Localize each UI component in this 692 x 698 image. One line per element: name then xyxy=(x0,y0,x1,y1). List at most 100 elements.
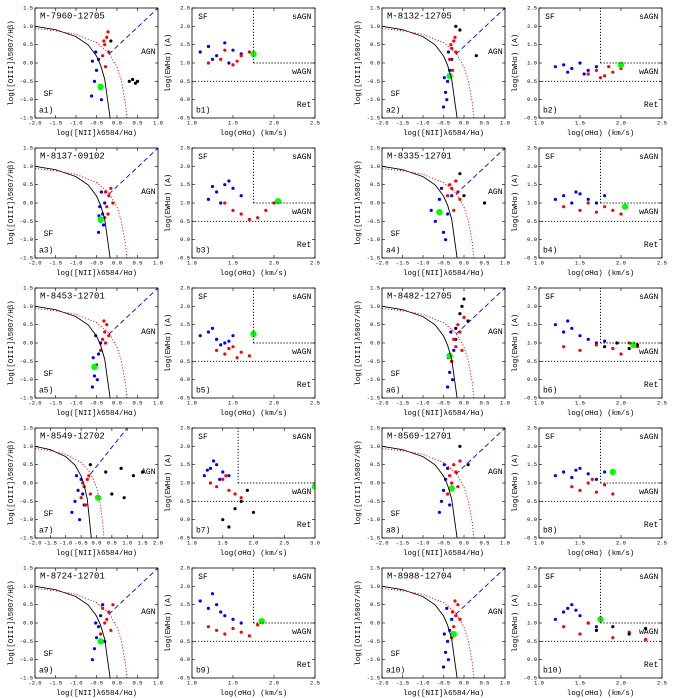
point xyxy=(466,463,470,467)
y-tick-label: 0.5 xyxy=(370,461,380,468)
y-tick-label: 0.0 xyxy=(180,376,190,383)
point xyxy=(627,346,631,351)
point xyxy=(210,326,215,330)
panel: -2.0 -1.5 -1.0 -0.5 0.0 0.5 1.0-1.5-1.0-0.50.0… xyxy=(355,4,510,138)
annotation: wAGN xyxy=(292,348,311,357)
panel-label: a4) xyxy=(386,246,400,255)
annotation: AGN xyxy=(488,188,503,197)
point xyxy=(615,341,619,345)
y-tick-label: 2.5 xyxy=(527,4,537,11)
point xyxy=(95,378,99,382)
point xyxy=(566,606,570,610)
annotation: Ret xyxy=(297,101,311,110)
y-tick-label: -1.0 xyxy=(367,516,380,523)
y-axis-title: log([OIII]λ5007/Hβ) xyxy=(8,440,16,526)
y-tick-label: 0.5 xyxy=(370,41,380,48)
x-tick-label: 2.0 xyxy=(269,399,279,406)
y-tick-label: 1.0 xyxy=(23,163,33,170)
panel: 1.0 1.5 2.0 2.5 -0.5 0.0 0.5 1.0 1.5 2.0 2.5 SF sAGN… xyxy=(165,144,320,278)
x-tick-label: 0.0 xyxy=(459,679,469,686)
x-tick-label: -1.5 xyxy=(49,259,62,266)
plot-area xyxy=(382,568,505,678)
y-axis-title: log([OIII]λ5007/Hβ) xyxy=(355,440,363,526)
plot-area xyxy=(192,428,315,529)
x-tick-label: 0.0 xyxy=(112,259,122,266)
point xyxy=(594,68,599,72)
x-tick-label: 1.0 xyxy=(187,539,197,546)
point xyxy=(441,230,446,234)
y-tick-label: 1.0 xyxy=(527,59,537,66)
point xyxy=(239,54,243,58)
annotation: Ret xyxy=(297,381,311,390)
point xyxy=(448,370,452,374)
point xyxy=(574,190,578,194)
annotation: SF xyxy=(44,370,54,379)
x-tick-label: -0.5 xyxy=(437,679,450,686)
y-tick-label: -1.5 xyxy=(367,394,380,401)
point xyxy=(90,59,94,63)
point xyxy=(562,610,566,614)
highlight-point xyxy=(94,494,102,501)
point xyxy=(446,79,450,83)
point xyxy=(223,614,227,618)
point xyxy=(231,334,235,338)
x-axis-title: log(σHα) (km/s) xyxy=(220,270,288,278)
point xyxy=(443,90,448,94)
point xyxy=(450,194,454,198)
point xyxy=(566,70,570,74)
y-tick-label: -1.0 xyxy=(367,96,380,103)
y-axis-title: log([OIII]λ5007/Hβ) xyxy=(355,580,363,666)
point xyxy=(611,346,615,351)
point xyxy=(578,614,582,618)
x-tick-label: 2.0 xyxy=(249,539,259,546)
x-tick-label: 2.5 xyxy=(657,119,667,126)
point xyxy=(224,474,228,478)
panel: 1.0 1.5 2.0 2.5 -0.5 0.0 0.5 1.0 1.5 2.0 2.5 SF sAGN… xyxy=(165,564,320,698)
point xyxy=(448,474,452,478)
annotation: sAGN xyxy=(639,13,658,22)
x-axis-title: log([NII]λ6584/Hα) xyxy=(56,690,137,698)
point xyxy=(437,510,441,514)
x-tick-label: 1.5 xyxy=(228,679,238,686)
plot-area xyxy=(539,148,662,222)
x-tick-label: -1.0 xyxy=(69,399,82,406)
point xyxy=(586,197,590,201)
point xyxy=(611,208,615,212)
point xyxy=(462,194,466,198)
y-tick-label: 0.0 xyxy=(370,59,380,66)
x-tick-label: 0.0 xyxy=(459,399,469,406)
x-tick-label: -0.5 xyxy=(90,399,103,406)
panel-label: b1) xyxy=(196,106,210,115)
point xyxy=(452,39,456,43)
point xyxy=(239,630,243,634)
point xyxy=(90,385,94,389)
y-tick-label: 1.5 xyxy=(527,461,537,468)
y-tick-label: 2.5 xyxy=(527,284,537,291)
y-axis-title: log(EWHα) (A) xyxy=(165,34,173,93)
y-tick-label: -0.5 xyxy=(177,114,190,121)
y-tick-label: -0.5 xyxy=(20,638,33,645)
panel-title: M-8482-12705 xyxy=(387,291,452,301)
point xyxy=(562,470,566,474)
y-tick-label: 2.5 xyxy=(180,284,190,291)
axes-frame xyxy=(381,7,506,119)
panel-label: b6) xyxy=(543,386,557,395)
point xyxy=(103,65,108,69)
x-tick-label: 1.0 xyxy=(187,679,197,686)
plot-area xyxy=(192,148,315,222)
point xyxy=(460,304,464,308)
y-tick-label: -1.0 xyxy=(367,656,380,663)
reference-line xyxy=(108,568,158,615)
x-tick-label: 0.0 xyxy=(92,539,102,546)
point xyxy=(611,636,615,640)
plot-area xyxy=(192,568,315,642)
y-tick-label: -1.0 xyxy=(20,236,33,243)
point xyxy=(452,348,456,352)
y-tick-label: -1.0 xyxy=(367,236,380,243)
reference-line xyxy=(35,448,105,538)
x-axis-title: log(σHα) (km/s) xyxy=(220,130,288,138)
point xyxy=(215,190,219,194)
point xyxy=(103,201,107,205)
panel: -2.0 -1.5 -1.0 -0.5 0.0 0.5 1.0-1.5-1.0-0.50.0… xyxy=(355,424,510,558)
y-tick-label: 1.5 xyxy=(180,181,190,188)
